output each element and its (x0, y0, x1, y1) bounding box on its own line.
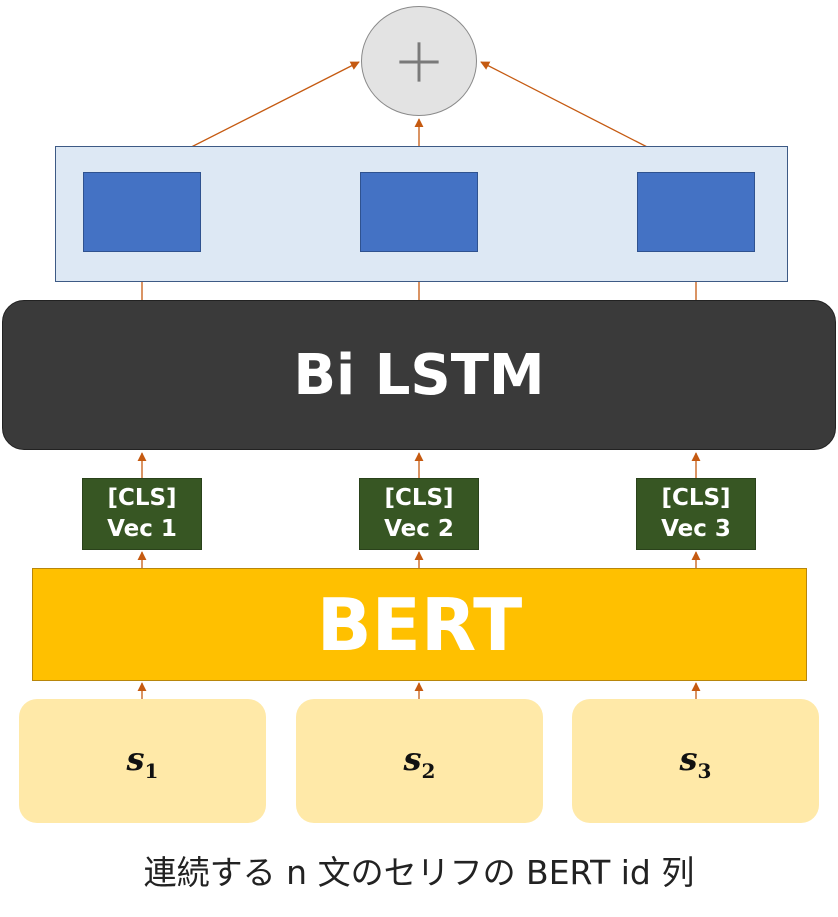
sentence-1-label: s1 (127, 740, 159, 783)
sum-node (361, 6, 477, 116)
bert-block: BERT (32, 568, 807, 681)
sentence-2-label: s2 (404, 740, 436, 783)
sentence-box-3: s3 (572, 699, 819, 823)
cls-vector-1: [CLS] Vec 1 (82, 478, 202, 550)
sentence-2-symbol: s (404, 740, 422, 778)
cls-vector-3: [CLS] Vec 3 (636, 478, 756, 550)
sentence-3-subscript: 3 (698, 759, 712, 783)
output-box-1 (83, 172, 201, 252)
cls-vector-3-line1: [CLS] (661, 483, 730, 514)
cls-vector-2-line2: Vec 2 (384, 514, 454, 545)
bilstm-label: Bi LSTM (293, 343, 544, 408)
diagram-caption: 連続する n 文のセリフの BERT id 列 (0, 846, 838, 894)
cls-vector-1-line1: [CLS] (107, 483, 176, 514)
output-box-2 (360, 172, 478, 252)
bert-label: BERT (317, 583, 522, 667)
sentence-3-label: s3 (680, 740, 712, 783)
output-box-3 (637, 172, 755, 252)
cls-vector-1-line2: Vec 1 (107, 514, 177, 545)
sentence-box-2: s2 (296, 699, 543, 823)
bilstm-block: Bi LSTM (2, 300, 836, 450)
cls-vector-3-line2: Vec 3 (661, 514, 731, 545)
sentence-2-subscript: 2 (422, 759, 436, 783)
cls-vector-2-line1: [CLS] (384, 483, 453, 514)
cls-vector-2: [CLS] Vec 2 (359, 478, 479, 550)
sentence-1-subscript: 1 (145, 759, 159, 783)
sentence-box-1: s1 (19, 699, 266, 823)
plus-icon (362, 7, 476, 115)
sentence-3-symbol: s (680, 740, 698, 778)
sentence-1-symbol: s (127, 740, 145, 778)
